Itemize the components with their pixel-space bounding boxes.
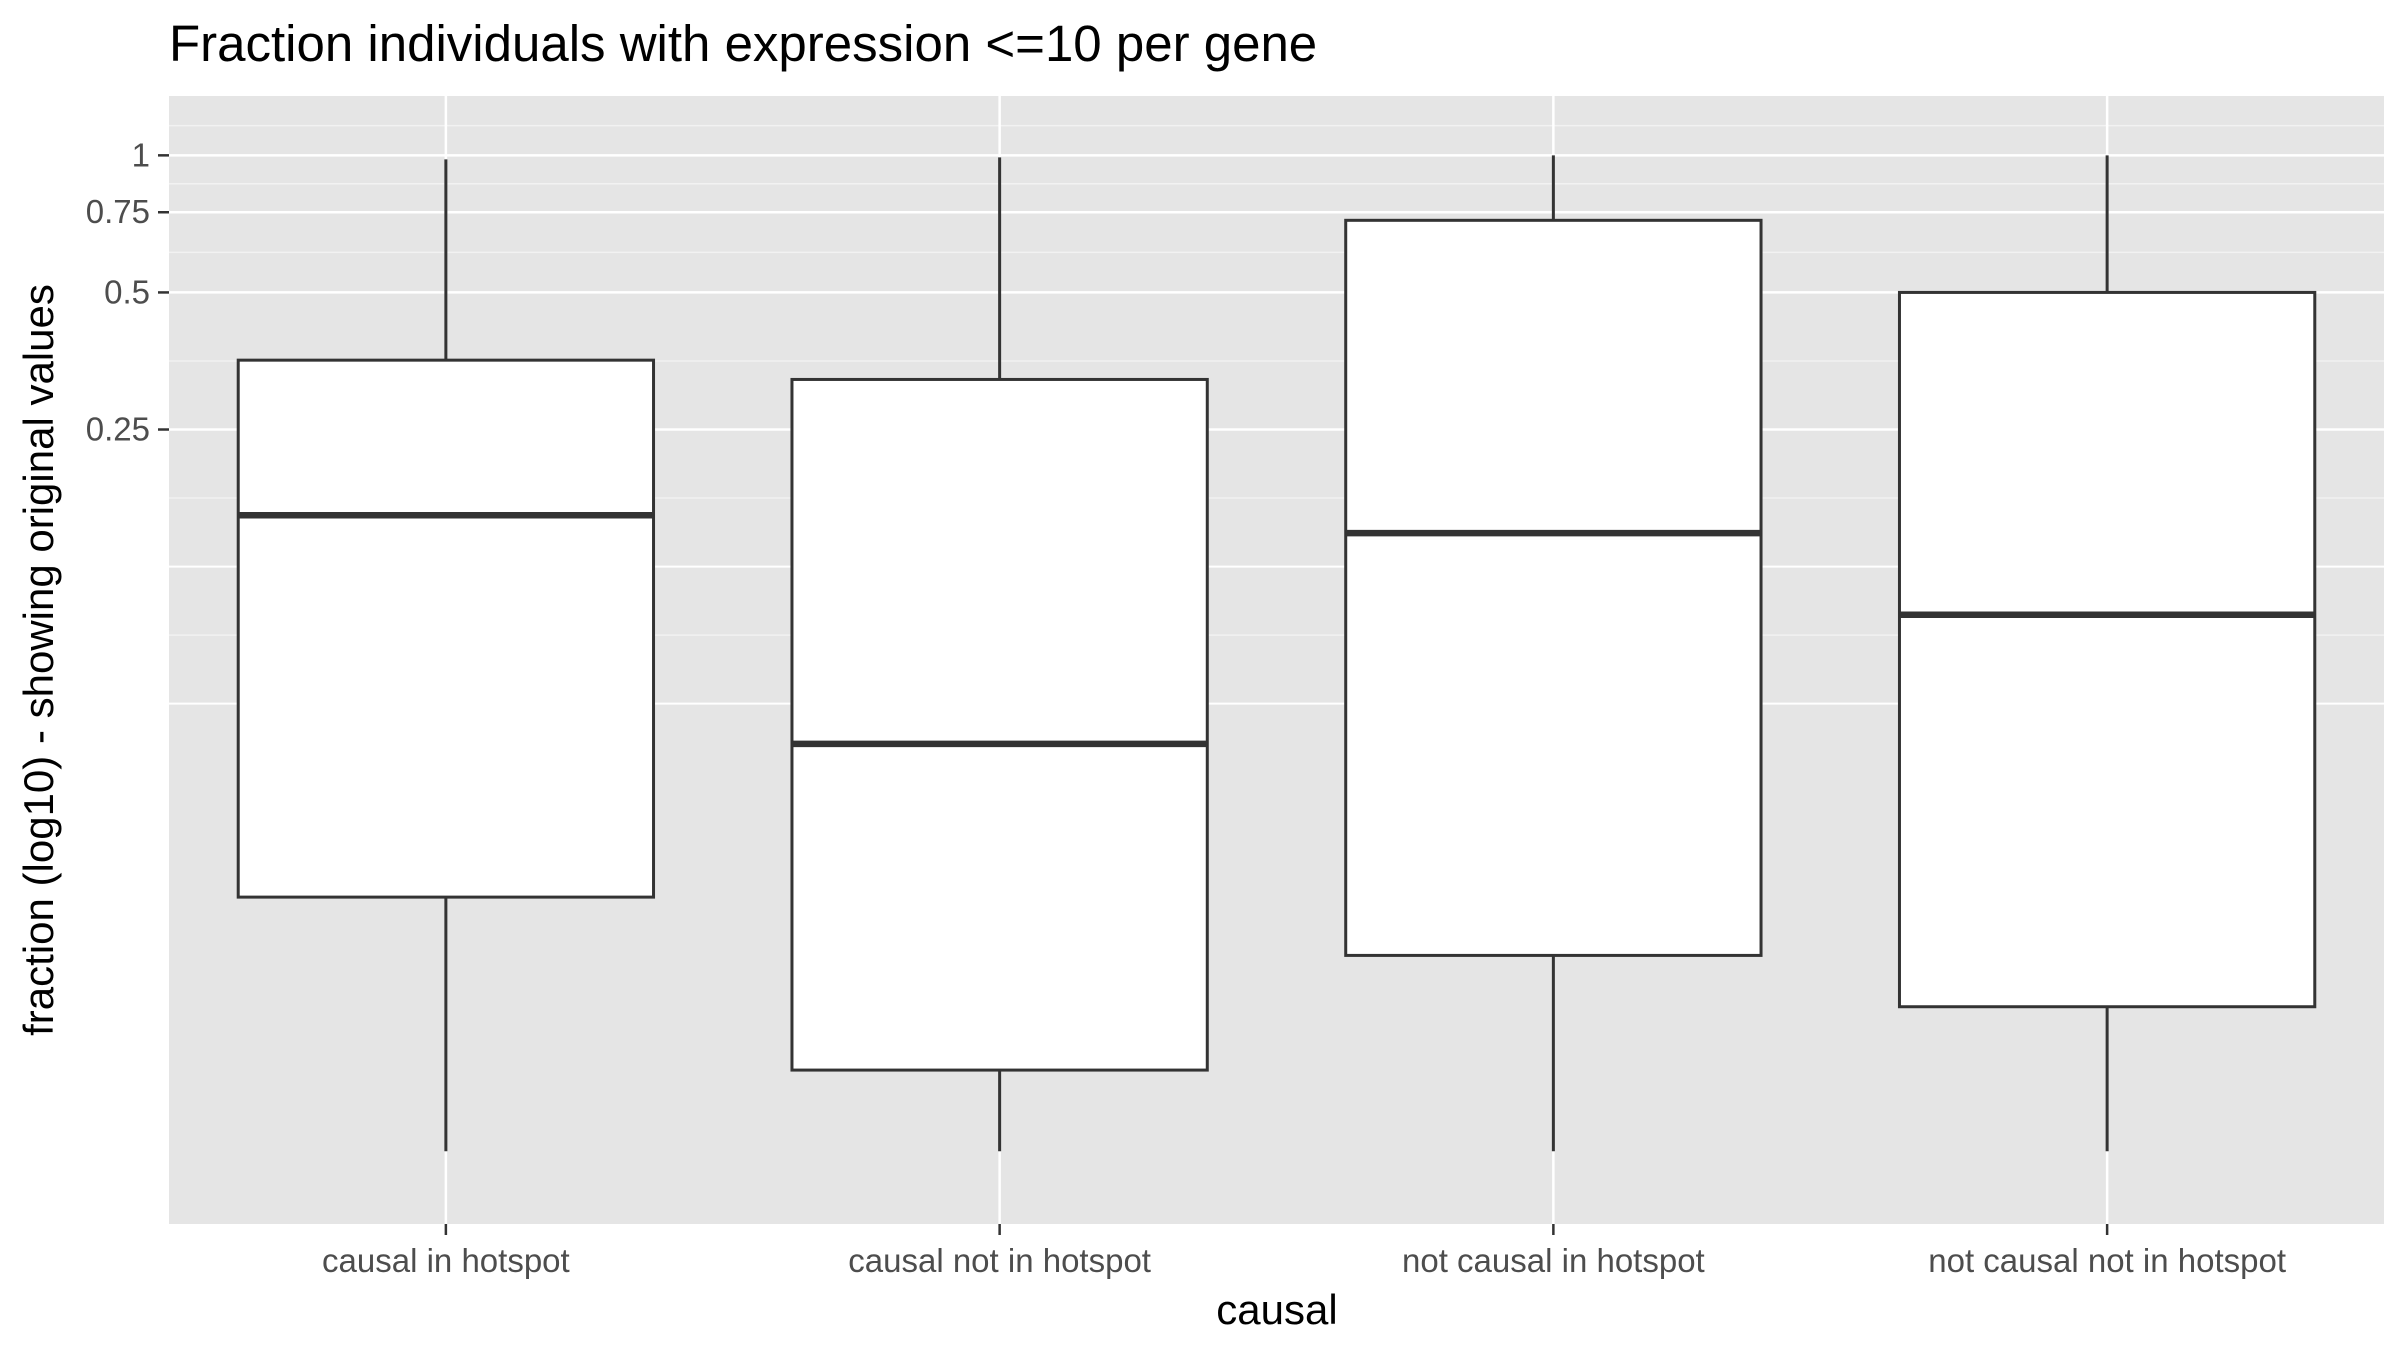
x-tick-label: causal in hotspot	[322, 1242, 570, 1279]
box-iqr	[1897, 290, 2317, 1009]
y-tick-label: 1	[132, 136, 150, 173]
boxes-layer	[236, 155, 2317, 1152]
y-tick-label: 0.5	[104, 273, 150, 310]
y-tick-label: 0.75	[86, 193, 150, 230]
x-tick-label: causal not in hotspot	[848, 1242, 1151, 1279]
x-tick-label: not causal in hotspot	[1402, 1242, 1705, 1279]
x-axis-title: causal	[1216, 1286, 1337, 1333]
box-iqr	[1344, 218, 1763, 957]
box-causal-in-hotspot	[236, 159, 656, 1152]
chart-title: Fraction individuals with expression <=1…	[169, 15, 1317, 72]
box-iqr	[236, 358, 656, 899]
axes-layer: 0.25 0.5 0.75 1 causal in hotspot causal not …	[86, 136, 2286, 1279]
box-iqr	[790, 377, 1209, 1072]
box-causal-not-in-hotspot	[790, 157, 1209, 1152]
y-tick-label: 0.25	[86, 411, 150, 448]
x-tick-label: not causal not in hotspot	[1928, 1242, 2286, 1279]
box-not-causal-not-in-hotspot	[1897, 155, 2317, 1152]
y-axis-title: fraction (log10) - showing original valu…	[15, 284, 62, 1036]
box-not-causal-in-hotspot	[1344, 155, 1763, 1152]
